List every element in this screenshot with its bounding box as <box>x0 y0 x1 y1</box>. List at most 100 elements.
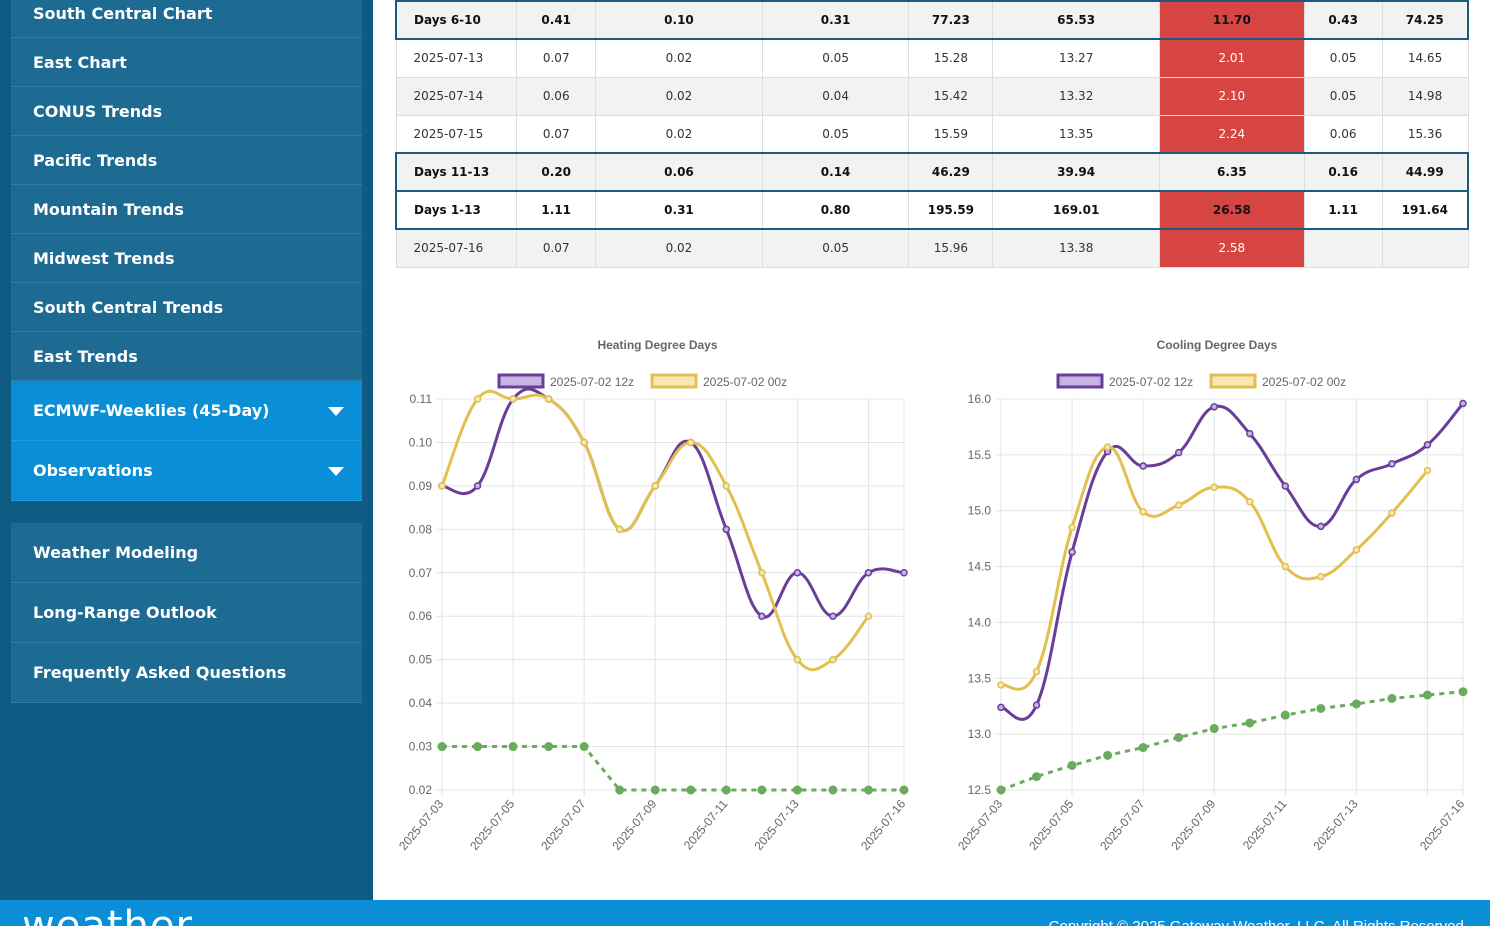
sidebar-dropdown-observations[interactable]: Observations <box>11 441 362 501</box>
sidebar-item-long-range-outlook[interactable]: Long-Range Outlook <box>11 583 362 643</box>
data-point[interactable] <box>1316 703 1326 713</box>
data-point[interactable] <box>1174 448 1183 457</box>
data-point[interactable] <box>722 525 731 534</box>
data-point[interactable] <box>996 785 1006 795</box>
data-point[interactable] <box>1139 508 1147 516</box>
data-point[interactable] <box>900 569 908 577</box>
data-point[interactable] <box>473 742 483 752</box>
data-point[interactable] <box>1351 699 1361 709</box>
sidebar-item-conus-trends[interactable]: CONUS Trends <box>11 87 362 136</box>
sidebar-item-east-trends[interactable]: East Trends <box>11 332 362 381</box>
table-cell: 2.10 <box>1158 76 1305 116</box>
legend-item[interactable]: 2025-07-02 12z <box>497 373 634 389</box>
data-point[interactable] <box>1352 546 1361 554</box>
data-point[interactable] <box>722 482 731 490</box>
data-point[interactable] <box>1139 462 1147 470</box>
data-point[interactable] <box>473 482 482 490</box>
data-point[interactable] <box>1067 760 1077 770</box>
data-point[interactable] <box>651 482 659 490</box>
data-point[interactable] <box>721 785 731 795</box>
data-point[interactable] <box>650 785 660 795</box>
data-point[interactable] <box>829 655 837 664</box>
data-point[interactable] <box>544 742 554 752</box>
data-point[interactable] <box>997 681 1005 689</box>
sidebar-item-mountain-trends[interactable]: Mountain Trends <box>11 185 362 234</box>
data-point[interactable] <box>1032 701 1041 709</box>
data-point[interactable] <box>1209 724 1219 734</box>
data-point[interactable] <box>1459 399 1467 408</box>
data-point[interactable] <box>1174 501 1183 509</box>
data-point[interactable] <box>829 612 837 620</box>
data-point[interactable] <box>1210 483 1218 492</box>
data-point[interactable] <box>1281 482 1290 490</box>
data-point[interactable] <box>1210 403 1218 411</box>
sidebar-item-faq[interactable]: Frequently Asked Questions <box>11 643 362 703</box>
legend-item[interactable]: 2025-07-02 00z <box>1209 373 1346 389</box>
data-point[interactable] <box>687 438 695 447</box>
data-point[interactable] <box>579 742 589 752</box>
table-cell: 46.29 <box>908 152 994 192</box>
footer-logo[interactable]: weather <box>22 903 193 926</box>
sidebar-item-midwest-trends[interactable]: Midwest Trends <box>11 234 362 283</box>
data-point[interactable] <box>1174 732 1184 742</box>
data-point[interactable] <box>757 785 767 795</box>
data-point[interactable] <box>437 742 447 752</box>
data-point[interactable] <box>508 742 518 752</box>
data-point[interactable] <box>1103 443 1112 451</box>
data-point[interactable] <box>793 569 802 577</box>
data-point[interactable] <box>1068 548 1076 556</box>
data-point[interactable] <box>1103 750 1113 760</box>
data-point[interactable] <box>828 785 838 795</box>
data-point[interactable] <box>758 569 766 577</box>
data-point[interactable] <box>473 395 482 403</box>
x-tick-label: 2025-07-16 <box>1417 797 1467 853</box>
data-point[interactable] <box>1317 572 1325 581</box>
data-point[interactable] <box>509 395 517 403</box>
data-point[interactable] <box>1246 498 1254 506</box>
data-point[interactable] <box>1387 693 1397 703</box>
sidebar-dropdown-ecmwf-weeklies[interactable]: ECMWF-Weeklies (45-Day) <box>11 381 362 441</box>
sidebar-item-south-central-chart[interactable]: South Central Chart <box>11 0 362 38</box>
data-point[interactable] <box>899 785 909 795</box>
data-point[interactable] <box>1068 523 1076 532</box>
data-point[interactable] <box>438 482 446 490</box>
sidebar-item-east-chart[interactable]: East Chart <box>11 38 362 87</box>
table-cell: 77.23 <box>908 0 994 40</box>
sidebar-item-weather-modeling[interactable]: Weather Modeling <box>11 523 362 583</box>
data-point[interactable] <box>792 785 802 795</box>
table-cell: 0.16 <box>1303 152 1383 192</box>
data-point[interactable] <box>1352 475 1361 484</box>
data-point[interactable] <box>580 438 588 447</box>
data-point[interactable] <box>1280 710 1290 720</box>
legend-item[interactable]: 2025-07-02 12z <box>1056 373 1193 389</box>
data-point[interactable] <box>1422 690 1432 700</box>
data-point[interactable] <box>758 612 766 620</box>
data-point[interactable] <box>1246 429 1254 438</box>
data-point[interactable] <box>1423 441 1432 449</box>
data-point[interactable] <box>1458 687 1468 697</box>
data-point[interactable] <box>863 785 873 795</box>
data-point[interactable] <box>793 655 802 664</box>
heating-degree-days-chart: Heating Degree Days 2025-07-02 12z 2025-07… <box>385 330 930 875</box>
data-point[interactable] <box>615 525 624 534</box>
data-point[interactable] <box>1388 509 1396 517</box>
sidebar-item-pacific-trends[interactable]: Pacific Trends <box>11 136 362 185</box>
chevron-down-icon <box>328 467 344 476</box>
legend-item[interactable]: 2025-07-02 00z <box>650 373 787 389</box>
data-point[interactable] <box>1032 772 1042 782</box>
data-point[interactable] <box>997 703 1005 712</box>
data-point[interactable] <box>864 569 873 577</box>
data-point[interactable] <box>1032 667 1041 676</box>
data-point[interactable] <box>544 395 553 403</box>
data-point[interactable] <box>864 612 873 620</box>
data-point[interactable] <box>1138 743 1148 753</box>
data-point[interactable] <box>1245 718 1255 728</box>
table-row-label: 2025-07-16 <box>395 228 518 268</box>
data-point[interactable] <box>1281 562 1290 571</box>
sidebar-item-south-central-trends[interactable]: South Central Trends <box>11 283 362 332</box>
data-point[interactable] <box>1388 460 1396 468</box>
data-point[interactable] <box>1317 522 1325 531</box>
data-point[interactable] <box>686 785 696 795</box>
data-point[interactable] <box>1423 466 1432 475</box>
data-point[interactable] <box>615 785 625 795</box>
